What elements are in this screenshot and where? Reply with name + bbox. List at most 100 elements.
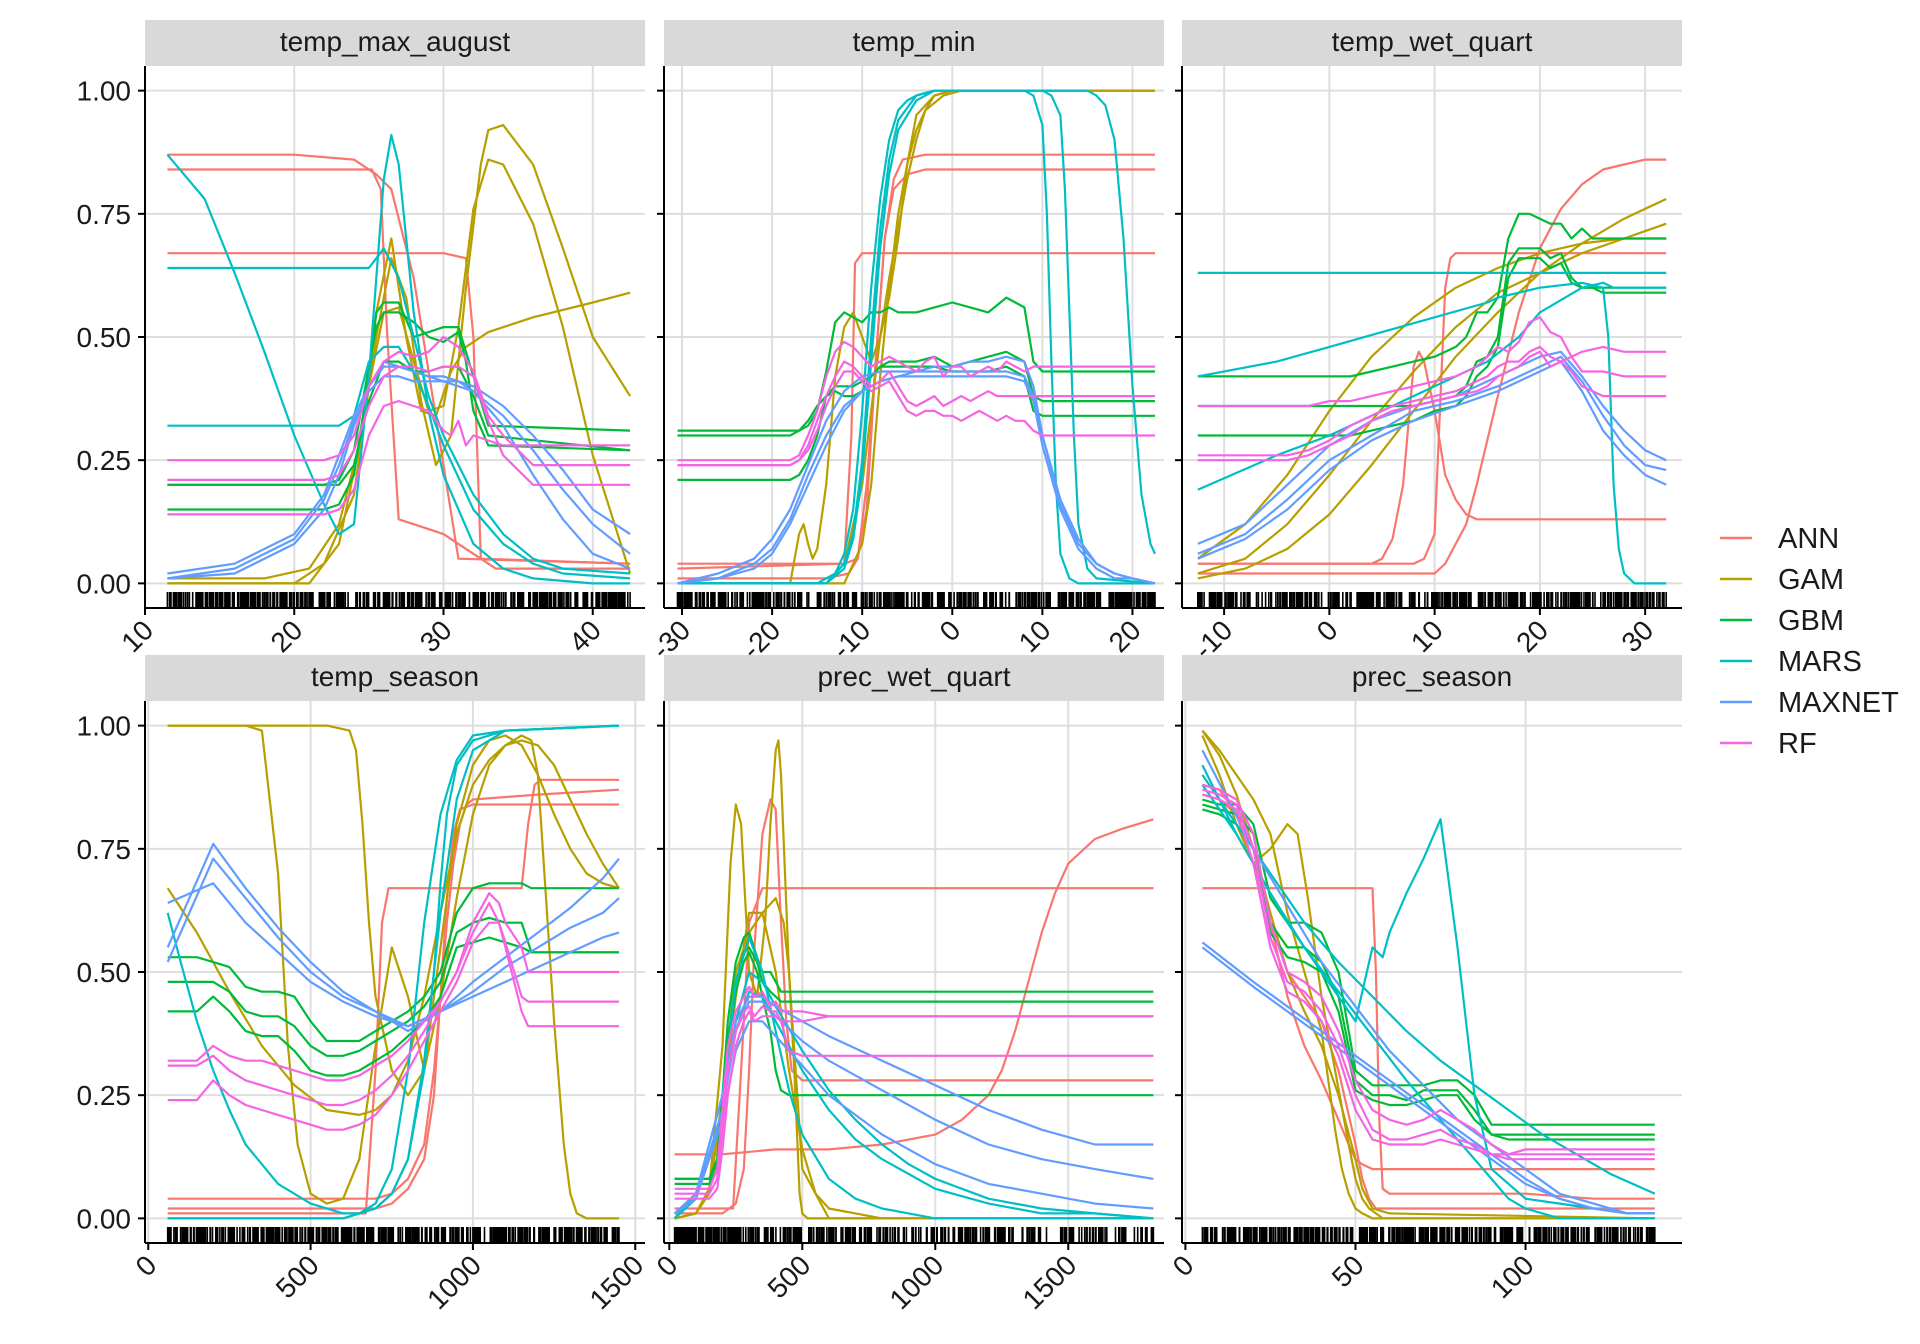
facet-strip-label: prec_season: [1352, 661, 1512, 692]
series-line-gbm: [167, 936, 619, 1077]
series-line-gam: [1197, 222, 1667, 575]
rug: [676, 592, 1156, 608]
series-line-rf: [167, 921, 619, 1131]
facet-strip-label: prec_wet_quart: [817, 661, 1010, 692]
series-line-gam: [167, 237, 631, 585]
series-line-mars: [167, 724, 620, 1220]
series-line-gam: [1197, 198, 1667, 580]
series-line-maxnet: [673, 995, 1154, 1215]
facet-strip-label: temp_wet_quart: [1332, 26, 1533, 57]
series-line-ann: [167, 252, 631, 565]
series-line-rf: [677, 340, 1155, 462]
series-line-ann: [677, 252, 1155, 570]
y-tick-label: 1.00: [77, 711, 132, 742]
series-lines: [166, 724, 620, 1220]
series-line-rf: [1197, 350, 1667, 462]
legend-label: RF: [1778, 728, 1817, 760]
facet-strip-label: temp_max_august: [280, 26, 511, 57]
series-line-gam: [167, 724, 620, 1205]
rug-marks: [676, 592, 1156, 608]
rug: [1201, 1227, 1656, 1243]
y-tick-label: 0.50: [77, 957, 132, 988]
legend-label: MAXNET: [1778, 687, 1899, 719]
series-line-gam: [167, 158, 632, 585]
series-line-ann: [677, 168, 1155, 565]
series-line-gam: [167, 124, 632, 580]
y-tick-label: 0.00: [77, 568, 132, 599]
rug-marks: [166, 1227, 620, 1243]
y-tick-label: 0.75: [77, 834, 132, 865]
series-line-mars: [673, 936, 1154, 1220]
y-tick-label: 0.50: [77, 322, 132, 353]
series-line-maxnet: [1201, 946, 1655, 1215]
legend-item-ann: ANN: [1720, 523, 1839, 555]
facet-strip-label: temp_season: [311, 661, 479, 692]
rug-marks: [1201, 1227, 1656, 1243]
legend-label: GBM: [1778, 605, 1844, 637]
rug: [166, 592, 631, 608]
series-line-mars: [167, 247, 631, 575]
series-line-ann: [1197, 350, 1667, 565]
series-line-maxnet: [167, 365, 631, 575]
series-line-maxnet: [166, 842, 620, 1033]
series-line-maxnet: [677, 355, 1156, 585]
legend-item-gam: GAM: [1720, 564, 1844, 596]
series-line-gbm: [1197, 257, 1667, 437]
series-line-maxnet: [167, 882, 620, 1028]
series-line-gam: [677, 89, 1155, 585]
legend-label: MARS: [1778, 646, 1862, 678]
series-lines: [1197, 158, 1667, 585]
legend-label: GAM: [1778, 564, 1844, 596]
series-line-rf: [674, 985, 1154, 1190]
series-lines: [1201, 729, 1656, 1220]
series-line-rf: [1197, 345, 1667, 457]
series-line-gbm: [1197, 212, 1667, 378]
series-line-gbm: [1202, 798, 1655, 1126]
series-line-rf: [1197, 316, 1667, 408]
facet-strip: [145, 655, 645, 701]
y-tick-label: 0.25: [77, 445, 132, 476]
series-line-gbm: [677, 365, 1155, 481]
series-line-ann: [167, 803, 619, 1210]
series-line-maxnet: [677, 370, 1156, 585]
series-line-mars: [1197, 281, 1667, 585]
rug: [166, 1227, 620, 1243]
series-line-rf: [674, 1010, 1154, 1200]
panel-temp_wet_quart: temp_wet_quart-10 0 10 20 30: [1175, 20, 1682, 665]
series-line-gbm: [167, 301, 631, 511]
series-line-gam: [167, 724, 619, 1220]
series-line-rf: [1202, 783, 1655, 1156]
series-line-ann: [1202, 887, 1655, 1200]
series-lines: [673, 739, 1154, 1220]
series-line-gam: [677, 89, 1155, 585]
rug: [673, 1227, 1155, 1243]
series-line-rf: [167, 892, 619, 1082]
y-tick-label: 0.00: [77, 1203, 132, 1234]
rug-marks: [166, 592, 631, 608]
series-line-ann: [674, 887, 1154, 1210]
legend-item-mars: MARS: [1720, 646, 1862, 678]
legend-item-gbm: GBM: [1720, 605, 1844, 637]
series-line-gbm: [167, 882, 619, 1043]
series-line-rf: [674, 1005, 1154, 1195]
series-lines: [677, 89, 1157, 585]
series-line-rf: [677, 360, 1155, 467]
series-line-rf: [167, 400, 631, 516]
rug-marks: [1197, 592, 1667, 608]
facet-strip: [1182, 655, 1682, 701]
series-line-ann: [1197, 252, 1667, 565]
legend-label: ANN: [1778, 523, 1839, 555]
y-tick-label: 1.00: [77, 76, 132, 107]
series-line-maxnet: [1197, 355, 1667, 555]
y-tick-label: 0.25: [77, 1080, 132, 1111]
series-line-rf: [1202, 793, 1655, 1156]
facet-strip: [1182, 20, 1682, 66]
rug: [1197, 592, 1667, 608]
series-lines: [166, 124, 632, 585]
series-line-maxnet: [1197, 360, 1667, 560]
series-line-rf: [167, 365, 631, 486]
